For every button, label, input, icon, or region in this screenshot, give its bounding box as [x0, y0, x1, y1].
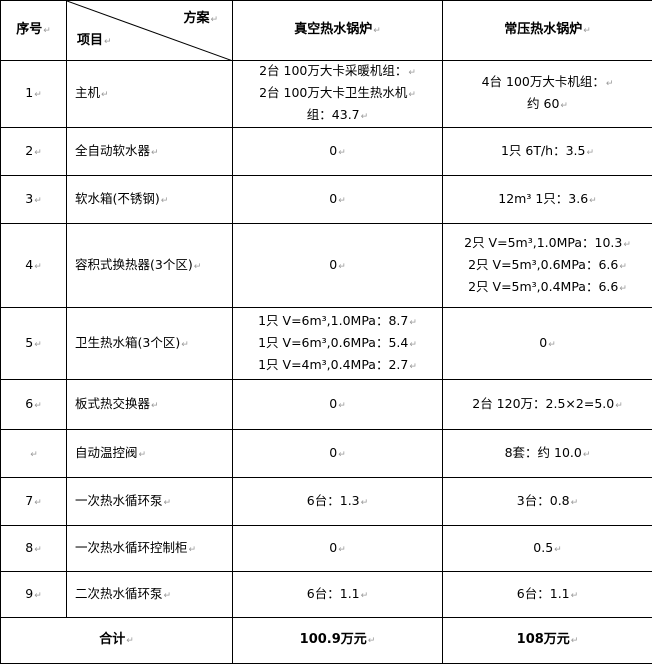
- row-atmospheric-value: 2只 V=5m³,0.6MPa：6.6: [447, 255, 648, 277]
- row-vacuum-value: 1只 V=6m³,0.6MPa：5.4: [237, 333, 438, 355]
- row-seq: 6: [5, 394, 62, 416]
- table-row: 1 主机 2台 100万大卡采暖机组：2台 100万大卡卫生热水机组：43.7 4台 …: [1, 61, 652, 128]
- row-vacuum-value: 0: [237, 255, 438, 277]
- table-row: 5 卫生热水箱(3个区) 1只 V=6m³,1.0MPa：8.71只 V=6m³,0…: [1, 308, 652, 380]
- row-vacuum-value: 2台 100万大卡卫生热水机: [237, 83, 438, 105]
- header-vacuum: 真空热水锅炉: [294, 22, 381, 37]
- row-item: 板式热交换器: [75, 394, 228, 416]
- row-atmospheric-value: 2只 V=5m³,1.0MPa：10.3: [447, 233, 648, 255]
- row-item: 容积式换热器(3个区): [75, 255, 228, 277]
- row-seq: 3: [5, 189, 62, 211]
- row-item: 二次热水循环泵: [75, 584, 228, 606]
- total-vacuum: 100.9万元: [300, 632, 376, 647]
- row-vacuum-value: 0: [237, 394, 438, 416]
- row-vacuum-value: 0: [237, 189, 438, 211]
- row-item: 软水箱(不锈钢): [75, 189, 228, 211]
- row-atmospheric-value: 0: [447, 333, 648, 355]
- table-row: 3 软水箱(不锈钢) 0 12m³ 1只：3.6: [1, 176, 652, 224]
- row-item: 主机: [75, 83, 228, 105]
- row-seq: 1: [5, 83, 62, 105]
- row-item: 全自动软水器: [75, 141, 228, 163]
- row-vacuum-value: 0: [237, 443, 438, 465]
- table-row: 7 一次热水循环泵 6台：1.3 3台：0.8: [1, 478, 652, 526]
- table-row: 8 一次热水循环控制柜 0 0.5: [1, 526, 652, 572]
- row-atmospheric-value: 12m³ 1只：3.6: [447, 189, 648, 211]
- row-vacuum-value: 1只 V=6m³,1.0MPa：8.7: [237, 311, 438, 333]
- table-row: 2 全自动软水器 0 1只 6T/h：3.5: [1, 128, 652, 176]
- row-atmospheric-value: 3台：0.8: [447, 491, 648, 513]
- row-item: 一次热水循环控制柜: [75, 538, 228, 560]
- row-vacuum-value: 2台 100万大卡采暖机组：: [237, 61, 438, 83]
- row-vacuum-value: 0: [237, 141, 438, 163]
- row-atmospheric-value: 2只 V=5m³,0.4MPa：6.6: [447, 277, 648, 299]
- row-seq: [5, 443, 62, 465]
- row-item: 自动温控阀: [75, 443, 228, 465]
- row-atmospheric-value: 4台 100万大卡机组：: [447, 72, 648, 94]
- header-item: 项目: [77, 31, 112, 52]
- row-atmospheric-value: 8套：约 10.0: [447, 443, 648, 465]
- row-atmospheric-value: 1只 6T/h：3.5: [447, 141, 648, 163]
- total-label: 合计: [99, 632, 134, 647]
- row-seq: 7: [5, 491, 62, 513]
- row-vacuum-value: 6台：1.1: [237, 584, 438, 606]
- row-vacuum-value: 0: [237, 538, 438, 560]
- row-atmospheric-value: 6台：1.1: [447, 584, 648, 606]
- row-item: 卫生热水箱(3个区): [75, 333, 228, 355]
- header-row: 序号 方案 项目 真空热水锅炉 常压热水锅炉: [1, 1, 652, 61]
- row-vacuum-value: 组：43.7: [237, 105, 438, 127]
- table-row: 4容积式换热器(3个区)02只 V=5m³,1.0MPa：10.32只 V=5m…: [1, 224, 652, 308]
- total-atmospheric: 108万元: [517, 632, 579, 647]
- row-atmospheric-value: 0.5: [447, 538, 648, 560]
- row-seq: 5: [5, 333, 62, 355]
- table-row: 6 板式热交换器 0 2台 120万：2.5×2=5.0: [1, 380, 652, 430]
- row-seq: 4: [5, 255, 62, 277]
- total-row: 合计 100.9万元 108万元: [1, 618, 652, 664]
- row-seq: 9: [5, 584, 62, 606]
- table-row: 自动温控阀 0 8套：约 10.0: [1, 430, 652, 478]
- table-row: 9 二次热水循环泵 6台：1.1 6台：1.1: [1, 572, 652, 618]
- header-plan: 方案: [183, 9, 218, 30]
- row-item: 一次热水循环泵: [75, 491, 228, 513]
- row-seq: 2: [5, 141, 62, 163]
- row-vacuum-value: 6台：1.3: [237, 491, 438, 513]
- row-atmospheric-value: 约 60: [447, 94, 648, 116]
- header-diagonal-cell: 方案 项目: [67, 1, 233, 61]
- row-atmospheric-value: 2台 120万：2.5×2=5.0: [447, 394, 648, 416]
- row-seq: 8: [5, 538, 62, 560]
- header-seq: 序号: [16, 22, 51, 37]
- header-atmospheric: 常压热水锅炉: [504, 22, 591, 37]
- row-vacuum-value: 1只 V=4m³,0.4MPa：2.7: [237, 355, 438, 377]
